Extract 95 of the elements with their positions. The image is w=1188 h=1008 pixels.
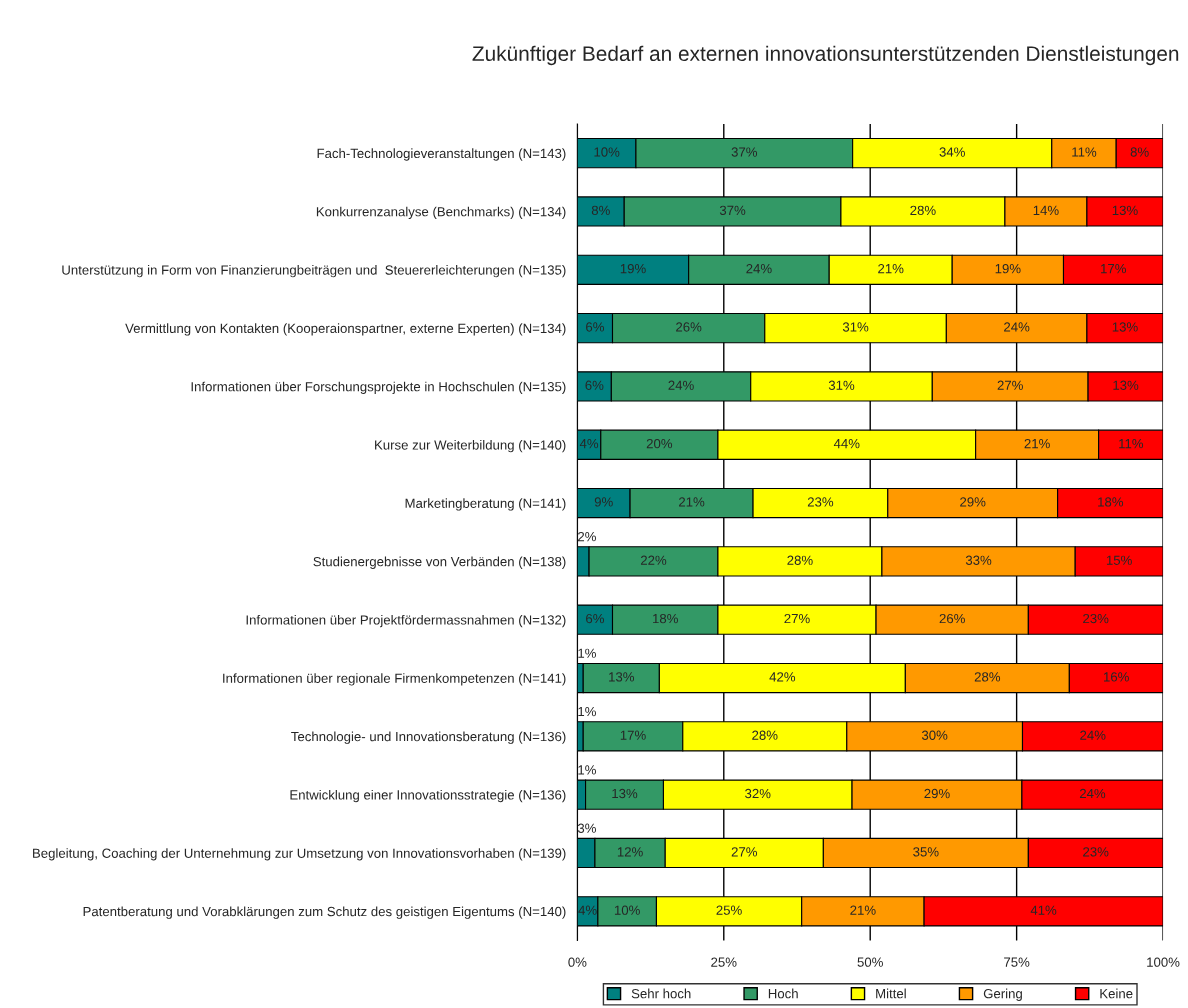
data-label: 37% bbox=[731, 147, 758, 157]
data-label: 26% bbox=[676, 322, 702, 332]
data-label: 13% bbox=[612, 788, 638, 799]
data-label: 24% bbox=[1079, 788, 1106, 799]
data-label: 8% bbox=[1130, 147, 1149, 157]
data-label: 10% bbox=[614, 905, 640, 915]
data-label: 6% bbox=[585, 380, 604, 390]
data-label: 1% bbox=[578, 648, 596, 658]
data-label: 23% bbox=[807, 497, 834, 507]
data-label: 29% bbox=[924, 788, 950, 799]
y-tick-label: Kurse zur Weiterbildung (N=140) bbox=[375, 439, 566, 453]
data-label: 28% bbox=[787, 555, 813, 565]
data-label: 35% bbox=[913, 847, 939, 857]
data-label: 27% bbox=[784, 613, 810, 624]
data-label: 18% bbox=[653, 613, 678, 624]
data-label: 31% bbox=[828, 380, 855, 390]
x-tick-label: 100% bbox=[1147, 957, 1180, 967]
data-label: 33% bbox=[965, 555, 992, 565]
chart-title: Zukünftiger Bedarf an externen innovationsunterstützenden Dienstleistungen bbox=[472, 45, 1179, 66]
data-label: 27% bbox=[997, 380, 1023, 390]
data-label: 9% bbox=[594, 497, 613, 507]
y-tick-label: Informationen über Projektfördermassnahmen (N=132) bbox=[246, 614, 566, 628]
y-tick-label: Fach-Technologieveranstaltungen (N=143) bbox=[317, 148, 566, 161]
data-label: 42% bbox=[769, 672, 796, 682]
data-label: 19% bbox=[995, 263, 1021, 274]
data-label: 34% bbox=[939, 147, 965, 157]
legend-label: Sehr hoch bbox=[631, 988, 691, 999]
data-label: 4% bbox=[578, 905, 597, 915]
data-label: 20% bbox=[646, 438, 673, 449]
y-tick-label: Studienergebnisse von Verbänden (N=138) bbox=[313, 556, 566, 569]
y-tick-label: Marketingberatung (N=141) bbox=[405, 498, 566, 511]
y-tick-label: Entwicklung einer Innovationsstrategie (N=136) bbox=[290, 789, 566, 803]
data-label: 21% bbox=[878, 263, 904, 274]
data-label: 18% bbox=[1098, 497, 1124, 507]
y-tick-label: Konkurrenzanalyse (Benchmarks) (N=134) bbox=[316, 206, 566, 219]
legend-label: Gering bbox=[983, 988, 1022, 1001]
y-tick-label: Informationen über Forschungsprojekte in Hochschulen (N=135) bbox=[191, 381, 566, 394]
legend-label: Hoch bbox=[768, 988, 798, 999]
data-label: 32% bbox=[745, 788, 771, 799]
data-label: 1% bbox=[578, 706, 596, 717]
data-label: 28% bbox=[974, 672, 1001, 682]
x-tick-label: 50% bbox=[857, 957, 883, 967]
x-tick-label: 25% bbox=[711, 957, 737, 967]
data-label: 22% bbox=[640, 555, 667, 565]
data-label: 25% bbox=[716, 905, 742, 915]
data-label: 13% bbox=[1112, 205, 1138, 216]
y-tick-label: Patentberatung und Vorabklärungen zum Schutz des geistigen Eigentums (N=140) bbox=[83, 906, 566, 919]
data-label: 17% bbox=[1101, 264, 1126, 274]
legend-label: Mittel bbox=[876, 988, 906, 999]
data-label: 24% bbox=[746, 263, 772, 274]
data-label: 31% bbox=[842, 322, 869, 332]
data-label: 13% bbox=[1112, 322, 1138, 332]
x-tick-label: 0% bbox=[568, 957, 587, 967]
y-tick-label: Informationen über regionale Firmenkompetenzen (N=141) bbox=[223, 673, 566, 686]
data-label: 16% bbox=[1104, 672, 1129, 682]
data-label: 37% bbox=[719, 205, 746, 216]
data-label: 23% bbox=[1083, 847, 1109, 857]
data-label: 19% bbox=[620, 263, 646, 274]
data-label: 15% bbox=[1106, 555, 1132, 565]
legend-label: Keine bbox=[1100, 988, 1133, 999]
data-label: 28% bbox=[752, 730, 778, 740]
y-tick-label: Unterstützung in Form von Finanzierungbeiträgen und Steuererleichterungen (N=135) bbox=[62, 265, 566, 278]
data-label: 24% bbox=[1004, 322, 1030, 332]
data-label: 17% bbox=[620, 730, 646, 740]
data-label: 30% bbox=[921, 730, 948, 740]
data-label: 12% bbox=[617, 847, 643, 857]
data-label: 3% bbox=[577, 823, 596, 833]
data-label: 4% bbox=[579, 439, 599, 449]
y-tick-label: Begleitung, Coaching der Unternehmung zur Umsetzung von Innovationsvorhaben (N=139) bbox=[33, 848, 566, 861]
data-label: 8% bbox=[591, 205, 610, 216]
data-label: 29% bbox=[960, 497, 986, 507]
data-label: 28% bbox=[910, 205, 936, 216]
data-label: 14% bbox=[1033, 205, 1059, 215]
data-label: 1% bbox=[578, 765, 596, 775]
data-label: 23% bbox=[1083, 613, 1109, 624]
y-tick-label: Vermittlung von Kontakten (Kooperaionspartner, externe Experten) (N=134) bbox=[125, 323, 566, 336]
data-label: 27% bbox=[731, 847, 758, 857]
data-label: 21% bbox=[1024, 438, 1050, 449]
x-tick-label: 75% bbox=[1004, 957, 1030, 967]
data-label: 24% bbox=[668, 380, 694, 390]
data-label: 13% bbox=[1113, 380, 1139, 390]
y-tick-label: Technologie- und Innovationsberatung (N=136) bbox=[291, 731, 566, 744]
data-label: 21% bbox=[850, 905, 876, 915]
data-label: 11% bbox=[1119, 439, 1144, 449]
data-label: 2% bbox=[578, 531, 596, 542]
data-label: 26% bbox=[939, 613, 965, 624]
data-label: 21% bbox=[679, 497, 705, 507]
data-label: 6% bbox=[586, 613, 604, 624]
data-label: 10% bbox=[594, 147, 620, 157]
data-label: 24% bbox=[1080, 730, 1106, 740]
data-label: 44% bbox=[833, 439, 860, 449]
data-label: 13% bbox=[609, 672, 635, 682]
data-label: 41% bbox=[1030, 905, 1057, 915]
data-label: 11% bbox=[1072, 147, 1097, 157]
data-label: 6% bbox=[586, 322, 604, 332]
